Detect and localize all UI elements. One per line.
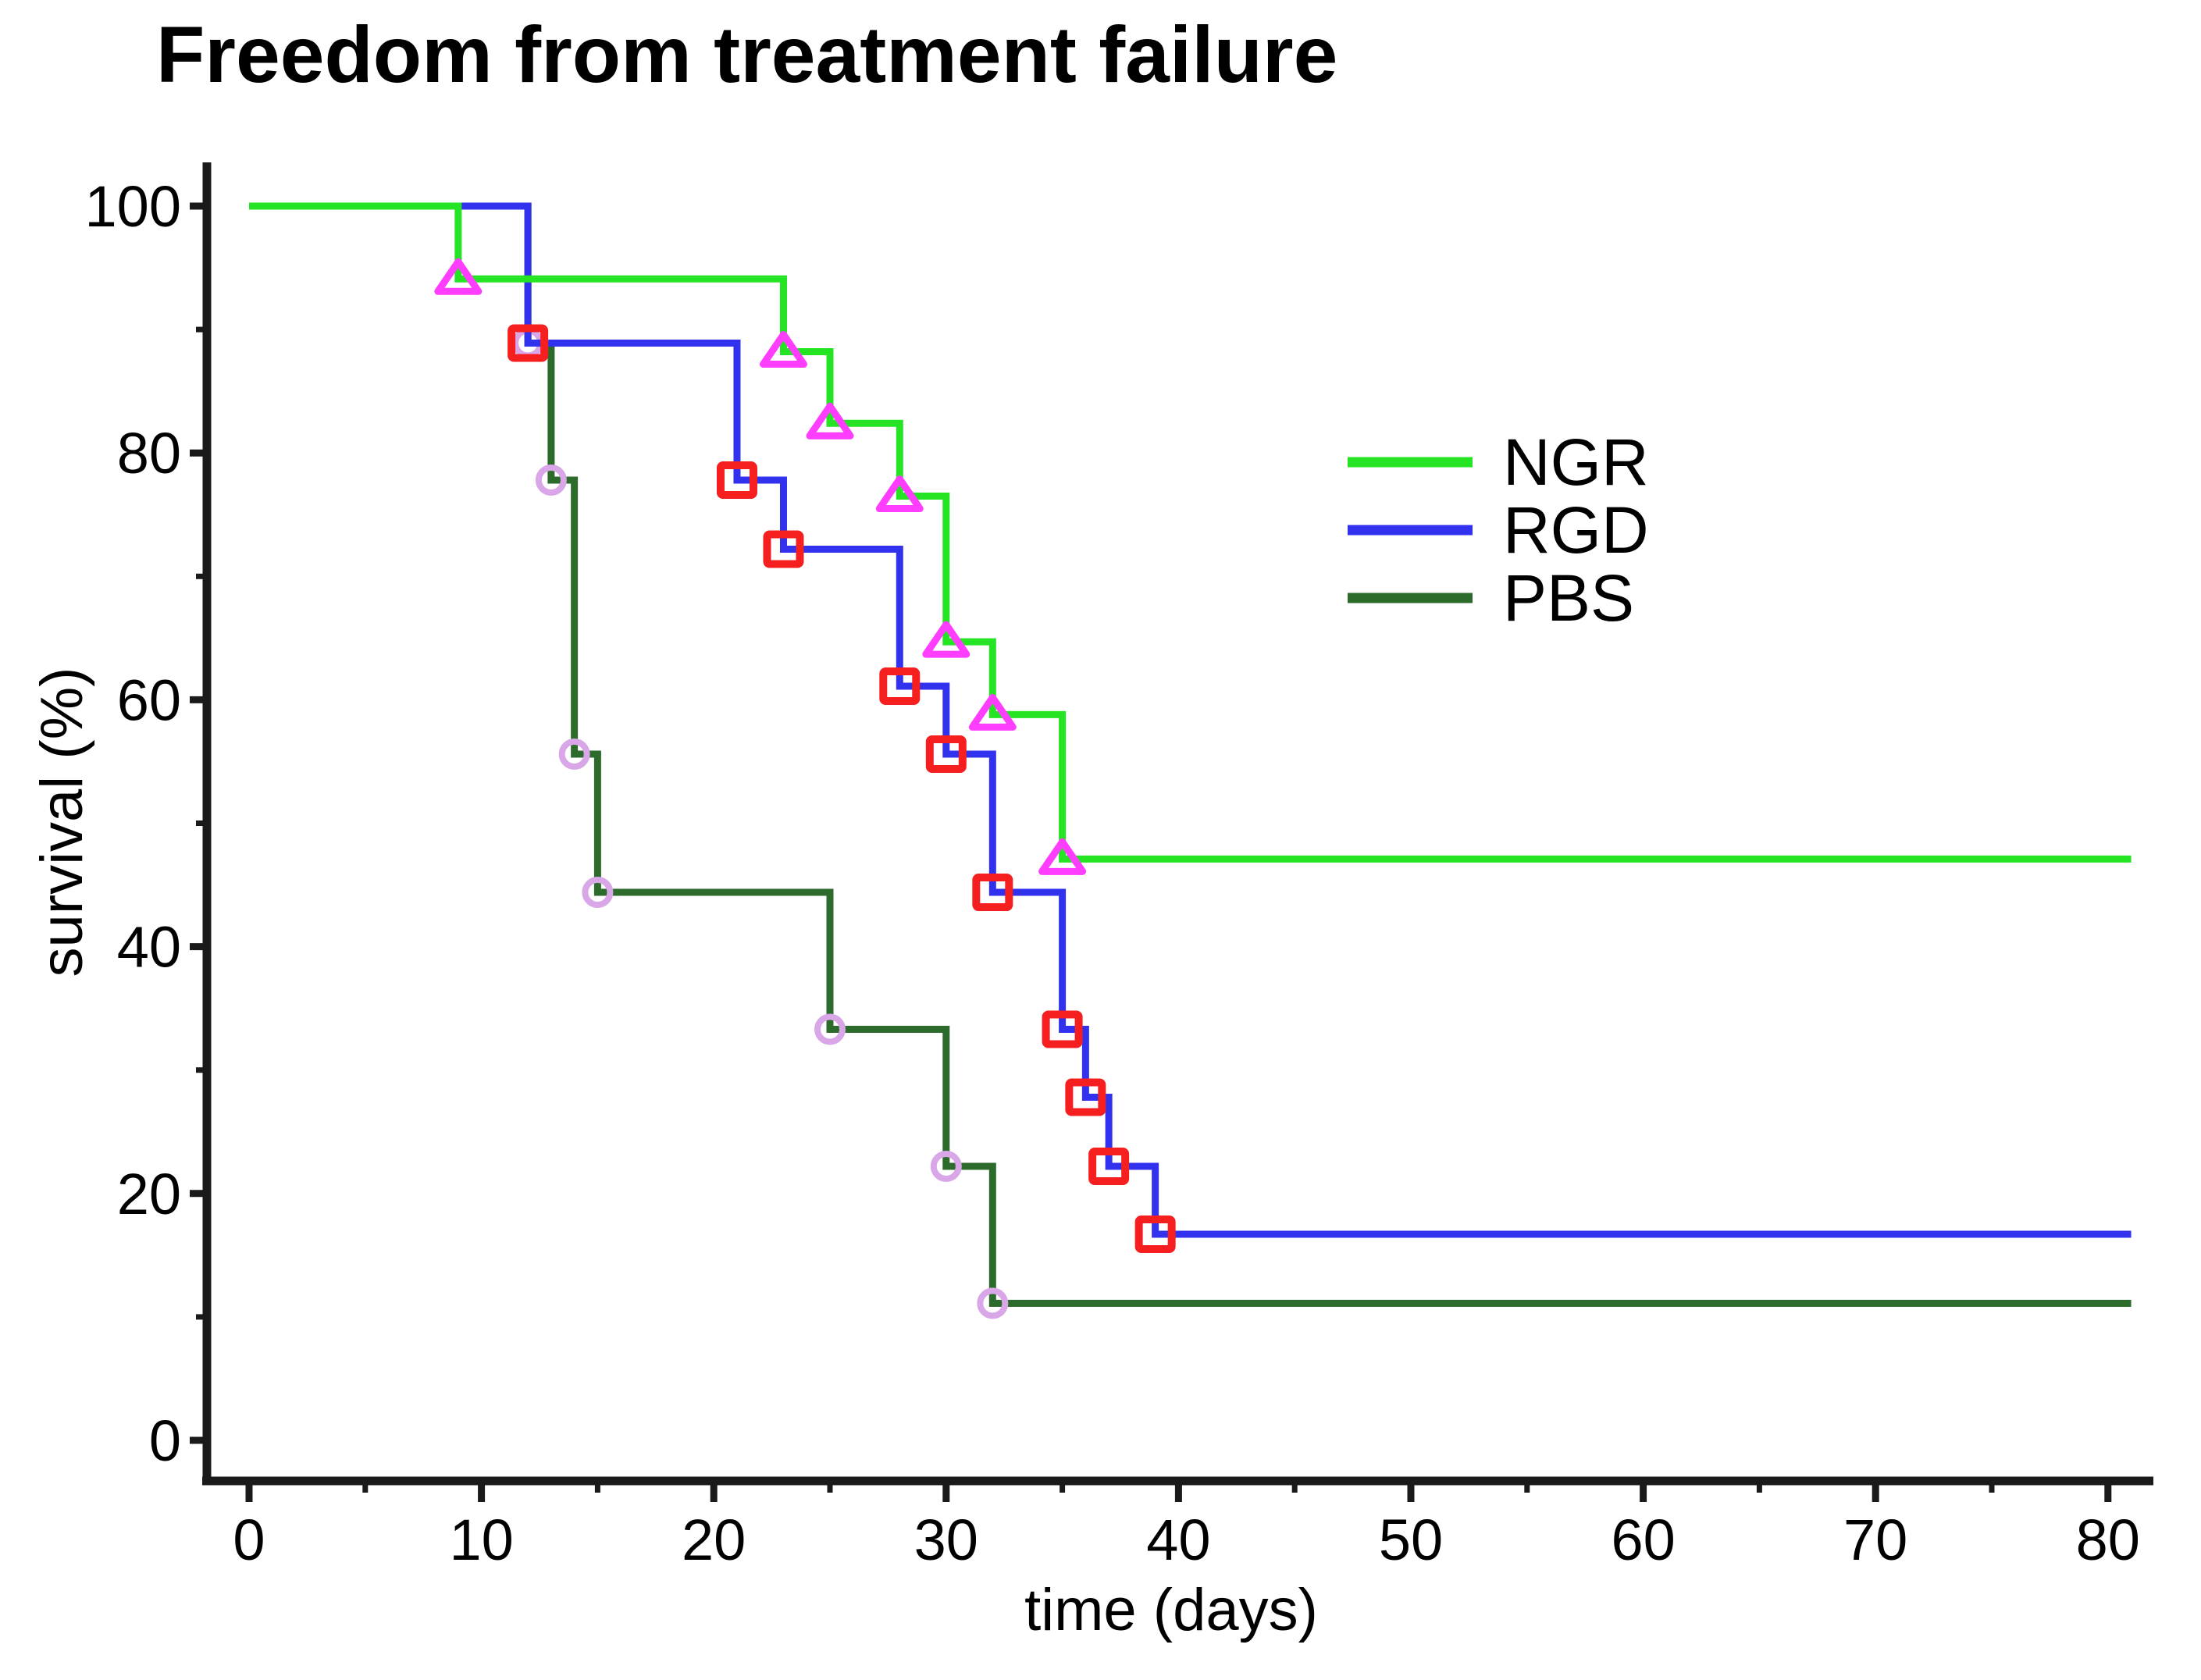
survival-curve-ngr [249, 202, 2132, 863]
y-axis-tick-label: 60 [117, 667, 181, 732]
event-marker-triangle [875, 475, 924, 513]
event-marker-square [972, 874, 1013, 912]
survival-curve-pbs [249, 202, 2132, 1308]
legend-label-ngr: NGR [1503, 425, 1649, 499]
legend-label-rgd: RGD [1503, 493, 1649, 567]
event-marker-triangle [968, 693, 1017, 731]
event-marker-circle [558, 738, 590, 770]
page-title: Freedom from treatment failure [156, 10, 1337, 99]
event-marker-circle [535, 464, 567, 496]
x-axis-tick-label: 20 [682, 1507, 746, 1572]
x-axis-tick-label: 60 [1611, 1507, 1675, 1572]
event-marker-circle [582, 877, 614, 909]
y-axis-tick-label: 100 [85, 174, 181, 239]
y-axis-tick-label: 20 [117, 1162, 181, 1226]
event-marker-circle [814, 1013, 846, 1045]
event-marker-triangle [759, 331, 807, 368]
event-marker-square [1088, 1148, 1130, 1186]
event-marker-square [879, 667, 921, 706]
event-marker-square [1134, 1215, 1176, 1253]
event-marker-triangle [922, 621, 971, 658]
x-axis-tick-label: 70 [1843, 1507, 1907, 1572]
event-marker-square [1042, 1010, 1083, 1048]
x-axis-tick-label: 30 [914, 1507, 978, 1572]
x-axis-label: time (days) [1024, 1577, 1318, 1643]
event-marker-triangle [806, 402, 854, 440]
x-axis-tick-label: 0 [233, 1507, 265, 1572]
y-axis-tick-label: 40 [117, 915, 181, 980]
event-marker-triangle [1038, 838, 1087, 875]
event-marker-square [763, 530, 804, 568]
x-axis-tick-label: 10 [449, 1507, 513, 1572]
legend-label-pbs: PBS [1503, 561, 1634, 635]
x-axis-tick-label: 50 [1379, 1507, 1443, 1572]
event-marker-square [925, 735, 967, 773]
event-marker-square [716, 461, 757, 499]
x-axis-tick-label: 40 [1146, 1507, 1210, 1572]
x-axis-tick-label: 80 [2076, 1507, 2140, 1572]
event-marker-circle [930, 1151, 962, 1183]
event-marker-square [1065, 1078, 1106, 1116]
event-marker-triangle [434, 258, 483, 295]
y-axis-tick-label: 0 [149, 1408, 181, 1473]
y-axis-tick-label: 80 [117, 421, 181, 486]
legend: NGR RGD PBS [1348, 425, 1649, 635]
y-axis-label: survival (%) [29, 667, 95, 977]
survival-curve-rgd [249, 202, 2132, 1238]
event-marker-circle [977, 1287, 1009, 1319]
plot-area: 0 10 20 30 40 50 60 70 80 0 20 40 60 80 100 [85, 174, 2140, 1572]
event-marker-square [508, 324, 549, 362]
